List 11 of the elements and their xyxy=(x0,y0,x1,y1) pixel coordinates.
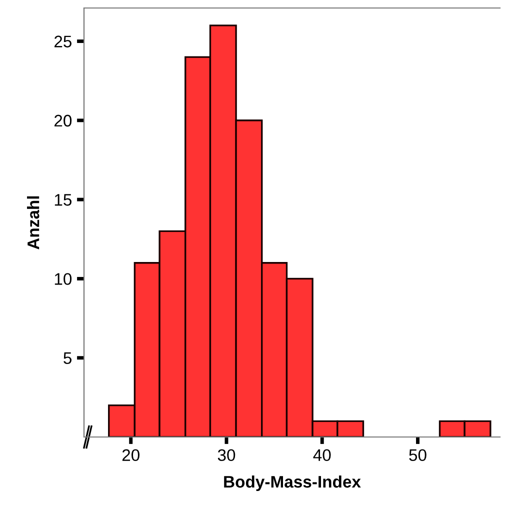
x-axis-title: Body-Mass-Index xyxy=(224,475,361,491)
x-tick-label: 20 xyxy=(122,449,140,462)
x-tick-label: 30 xyxy=(218,449,236,462)
y-tick-label: 20 xyxy=(54,114,72,127)
y-tick-label: 15 xyxy=(54,194,72,206)
x-tick-label: 50 xyxy=(409,449,426,462)
y-tick-label: 10 xyxy=(54,273,72,285)
x-tick-label: 40 xyxy=(313,449,331,462)
y-axis-title: Anzahl xyxy=(27,196,40,250)
y-tick-label: 25 xyxy=(54,36,72,48)
y-tick-label: 5 xyxy=(64,352,72,364)
